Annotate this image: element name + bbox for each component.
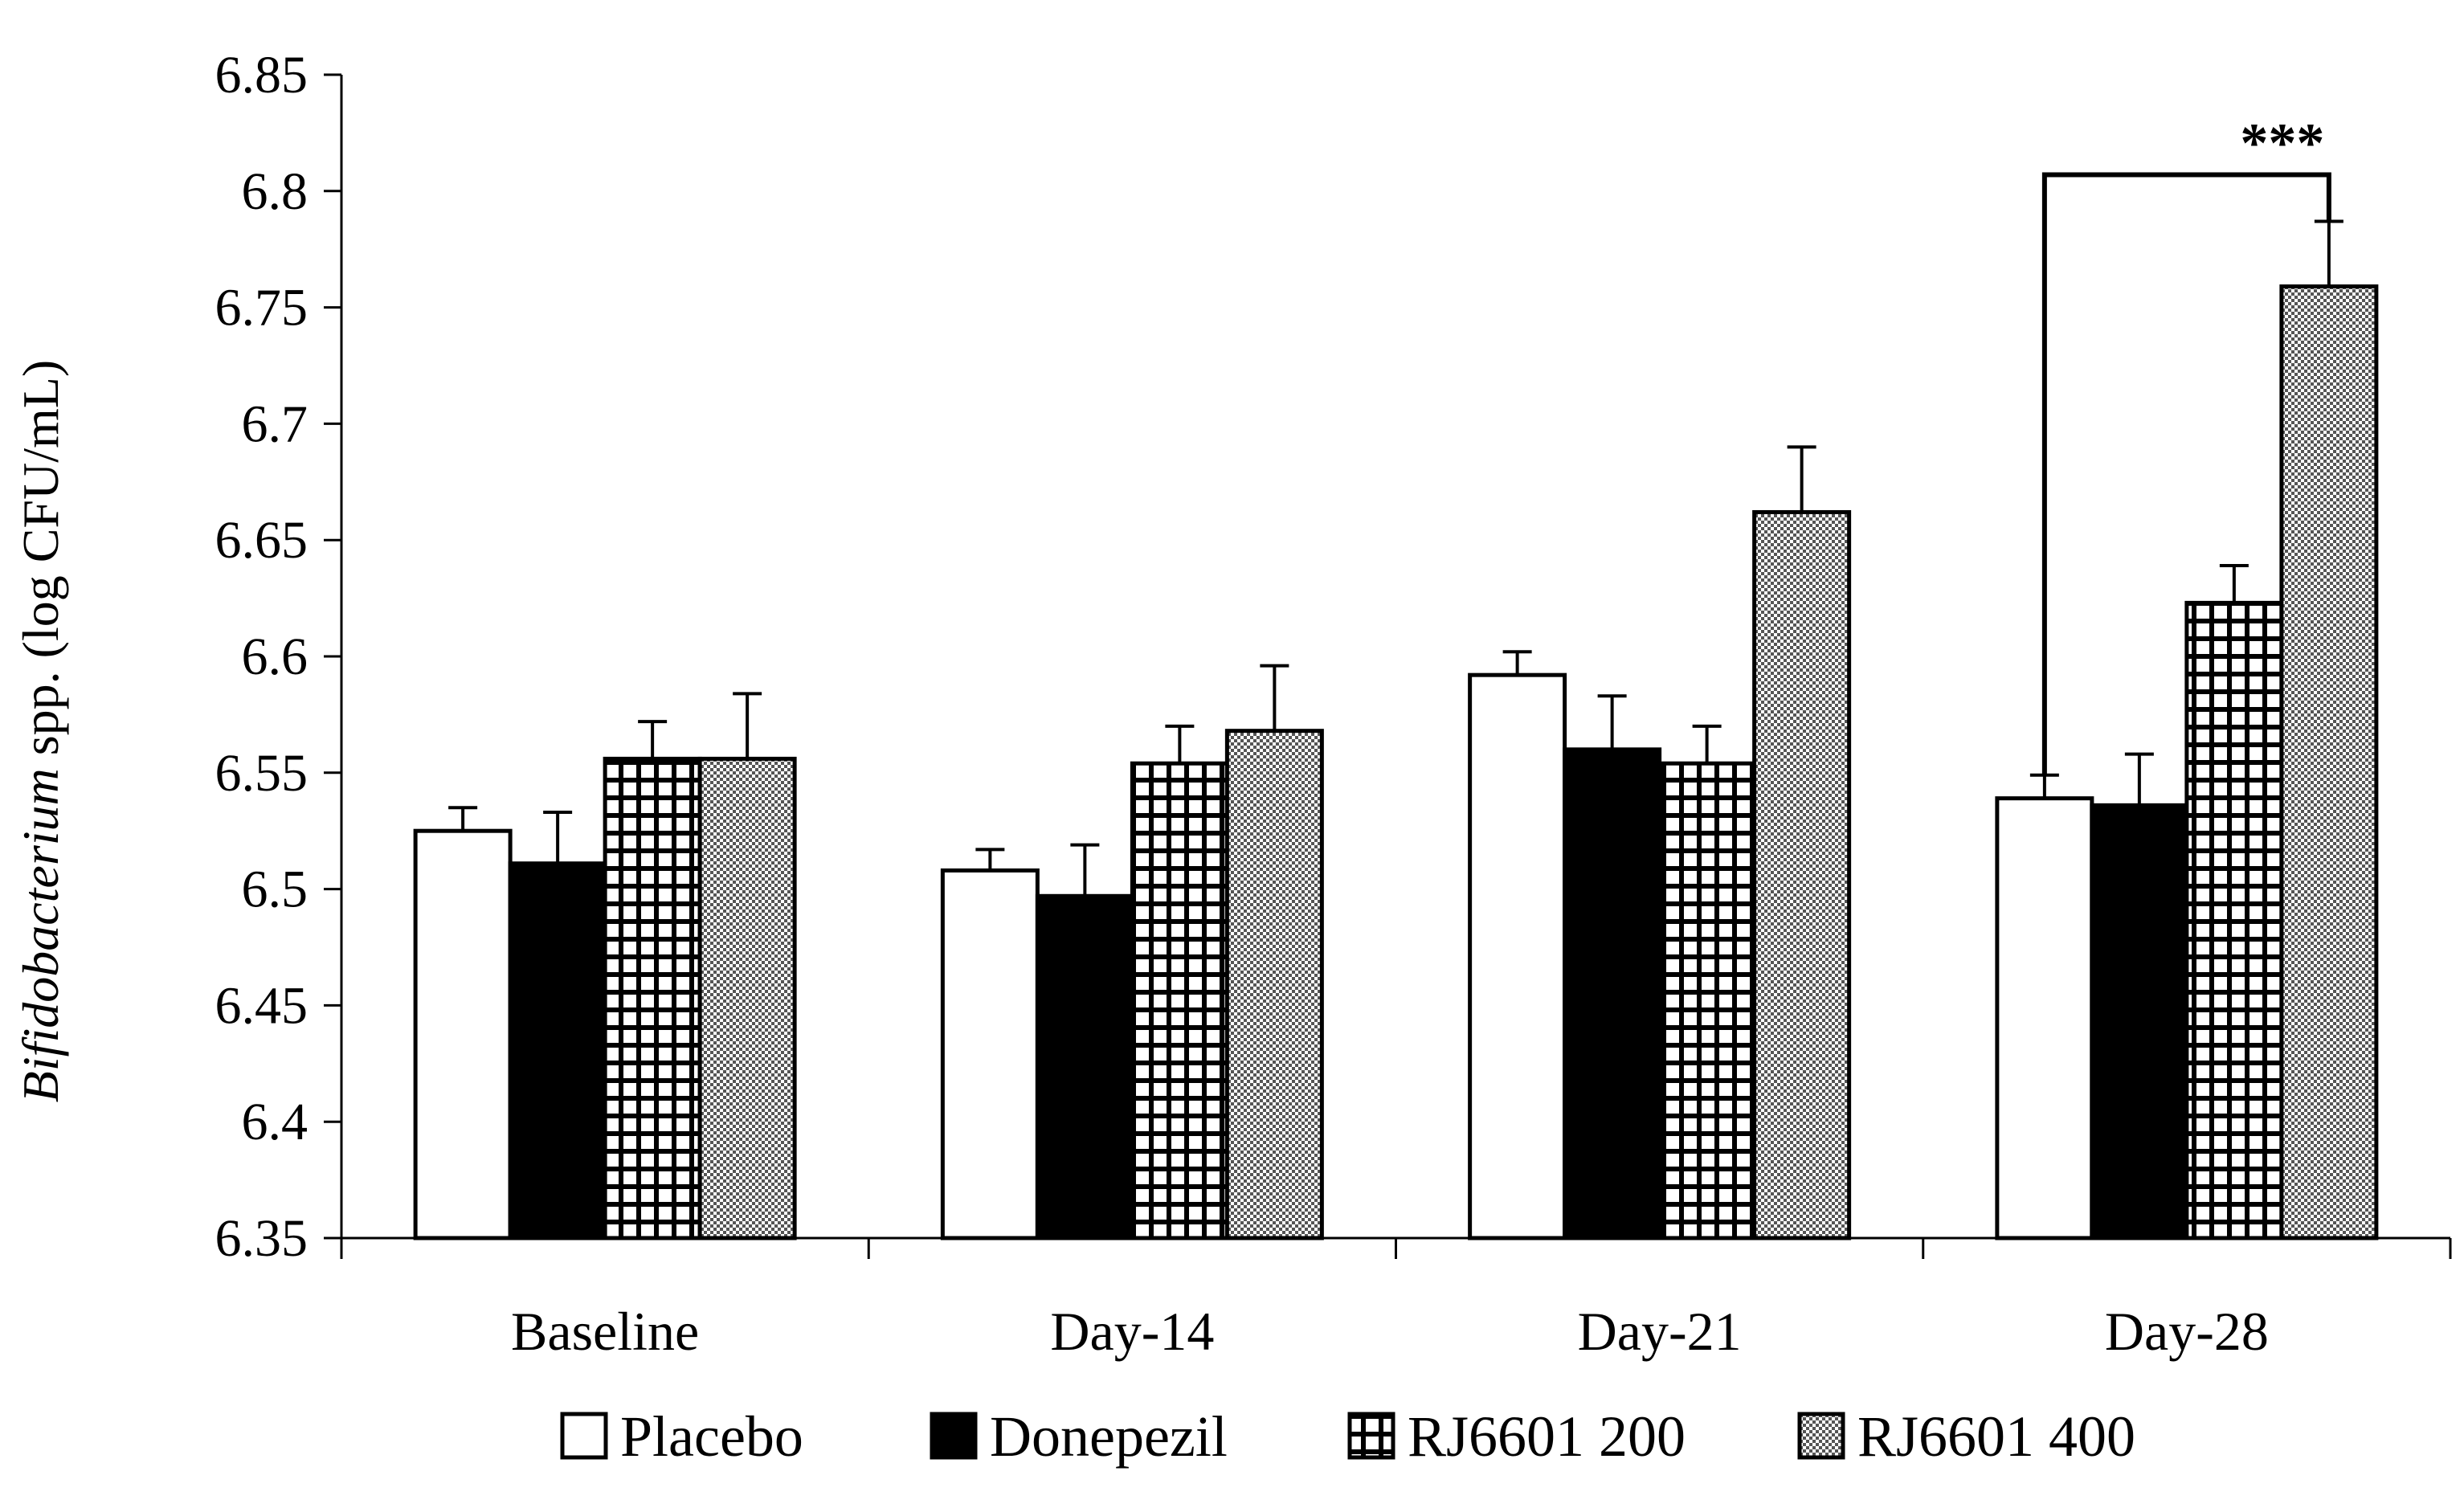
y-tick-label: 6.5 (242, 860, 309, 919)
y-tick-label: 6.45 (215, 976, 309, 1035)
bar (1035, 893, 1134, 1240)
bar (1130, 761, 1229, 1240)
bars (413, 219, 2379, 1240)
bar (1468, 672, 1567, 1240)
bar (1752, 509, 1852, 1240)
y-tick-label: 6.75 (215, 279, 309, 337)
legend-swatch (1797, 1412, 1845, 1460)
bar (508, 861, 607, 1240)
x-category-label: Day-21 (1578, 1301, 1742, 1362)
x-axis: Baseline Day-14 Day-21 Day-28 (340, 1236, 2452, 1362)
y-axis: 6.35 6.4 6.45 6.5 6.55 6.6 6.65 6.7 6.75 6.8 6.85 (215, 46, 343, 1268)
y-axis-title-rest: spp. (log CFU/mL) (12, 360, 69, 768)
x-category-label: Baseline (511, 1301, 699, 1362)
legend: Placebo Donepezil RJ6601 200 RJ6601 400 (560, 1404, 2135, 1469)
y-tick-label: 6.8 (242, 162, 309, 221)
legend-label: RJ6601 400 (1857, 1404, 2135, 1469)
significance-bracket (2041, 172, 2331, 775)
bar (1224, 729, 1324, 1240)
y-axis-title-italic: Bifidobacterium (12, 768, 69, 1102)
y-tick-label: 6.4 (242, 1093, 309, 1151)
significance-label: *** (2240, 113, 2324, 175)
bar (1657, 761, 1757, 1240)
legend-swatch (1347, 1412, 1395, 1460)
bar (697, 756, 797, 1240)
bar (1563, 747, 1662, 1240)
x-category-label: Day-14 (1050, 1301, 1214, 1362)
legend-label: Donepezil (990, 1404, 1228, 1469)
legend-label: Placebo (620, 1404, 803, 1469)
legend-label: RJ6601 200 (1408, 1404, 1686, 1469)
bar (2090, 803, 2189, 1240)
bar (413, 828, 513, 1240)
annotations: *** (2041, 113, 2331, 775)
y-tick-label: 6.6 (242, 627, 309, 686)
y-tick-label: 6.85 (215, 46, 309, 104)
bar (2279, 284, 2379, 1240)
bar (940, 868, 1040, 1240)
y-tick-label: 6.7 (242, 394, 309, 453)
x-category-label: Day-28 (2105, 1301, 2269, 1362)
legend-swatch (930, 1412, 978, 1460)
y-axis-title: Bifidobacterium spp. (log CFU/mL) (12, 360, 69, 1102)
y-tick-label: 6.65 (215, 511, 309, 570)
y-tick-label: 6.35 (215, 1209, 309, 1268)
bar (603, 756, 702, 1240)
y-tick-label: 6.55 (215, 744, 309, 803)
bar (1995, 796, 2094, 1240)
bar (2184, 600, 2284, 1240)
legend-swatch (560, 1412, 608, 1460)
